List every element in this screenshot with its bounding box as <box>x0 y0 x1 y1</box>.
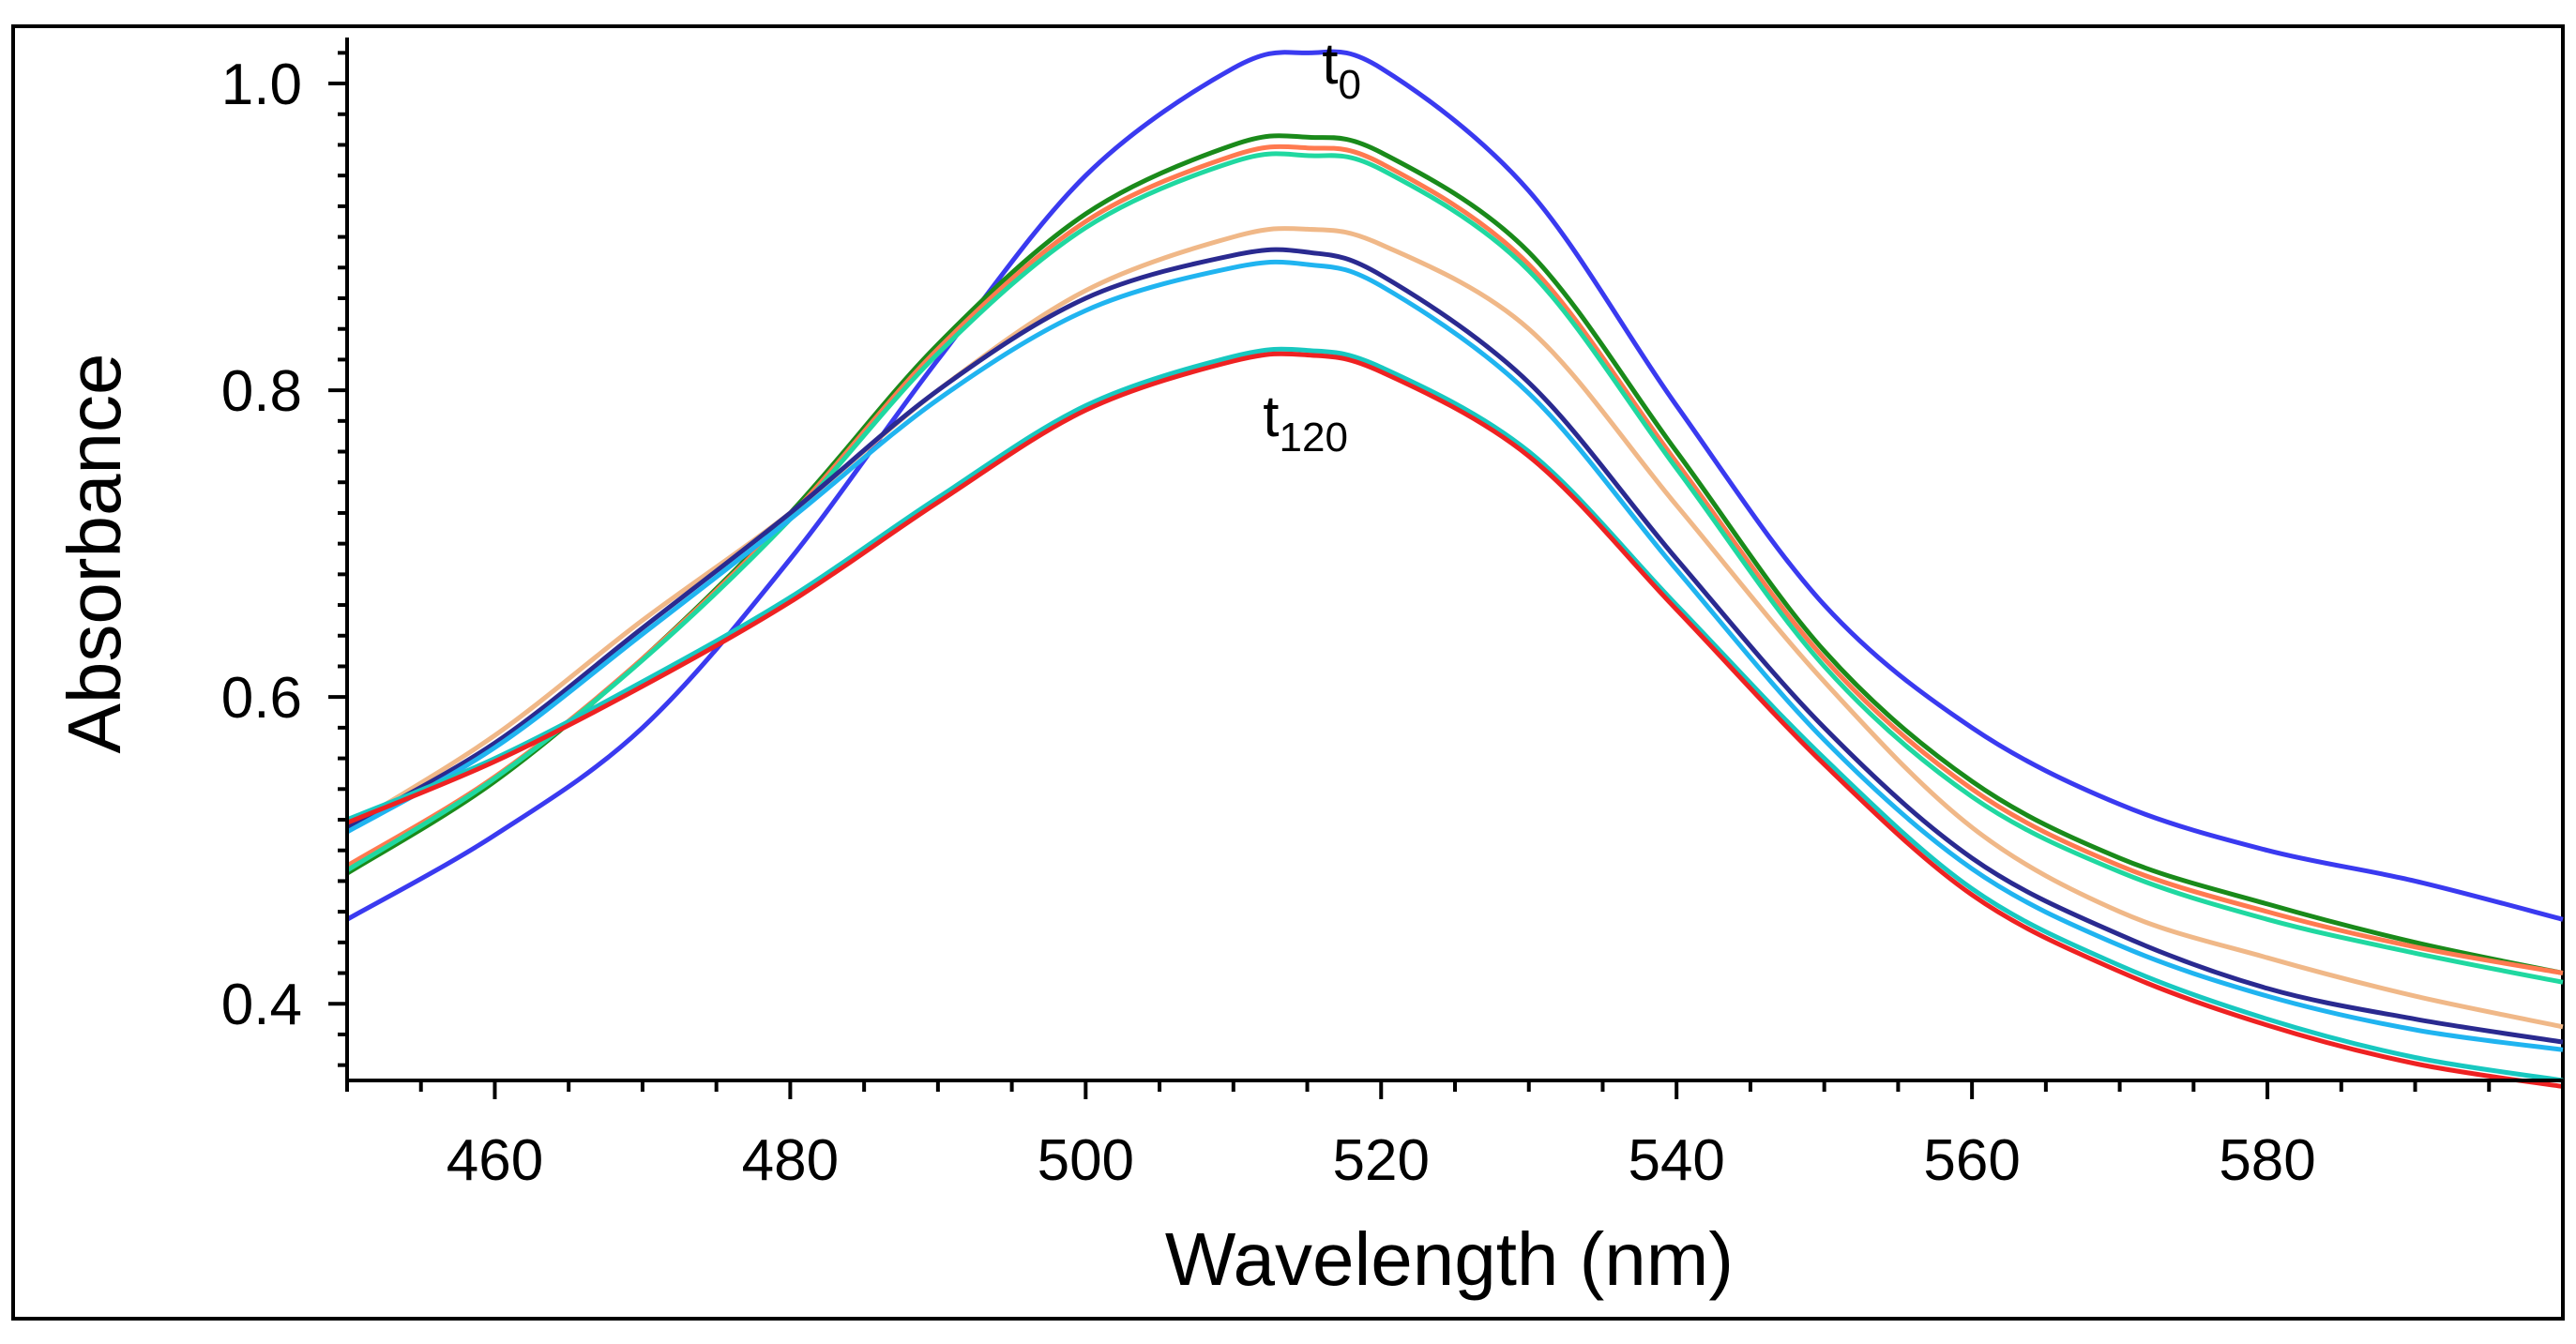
x-tick-label: 500 <box>1038 1128 1134 1193</box>
series-line-2 <box>345 133 2564 975</box>
series-line-6 <box>345 247 2564 1045</box>
x-tick-label: 560 <box>1923 1128 2020 1193</box>
x-tick-label: 540 <box>1628 1128 1724 1193</box>
series-line-4 <box>345 151 2564 985</box>
y-tick-label: 0.6 <box>221 666 302 731</box>
x-tick-label: 580 <box>2219 1128 2315 1193</box>
y-tick-label: 0.4 <box>221 973 302 1037</box>
series-line-9 <box>346 351 2564 1089</box>
series-line-3 <box>345 143 2564 975</box>
series-line-1 <box>345 49 2564 922</box>
y-tick-label: 1.0 <box>221 53 302 117</box>
x-tick-label: 520 <box>1333 1128 1430 1193</box>
x-tick-label: 460 <box>447 1128 543 1193</box>
series-layer <box>345 49 2564 1089</box>
series-line-7 <box>345 259 2564 1052</box>
annotation-label-1: t0 <box>1322 32 1361 108</box>
y-tick-label: 0.8 <box>221 359 302 424</box>
x-axis-title: Wavelength (nm) <box>1165 1217 1734 1301</box>
annotation-label-2: t120 <box>1263 385 1348 461</box>
ticks-layer: 460 480 500 520 540 560 580 0.4 0.6 0.8 1.0 <box>221 51 2565 1193</box>
annotation-layer: t0 t120 <box>1263 32 1361 461</box>
y-axis-title: Absorbance <box>53 354 136 754</box>
outer-frame <box>11 24 2565 1321</box>
series-line-8 <box>346 346 2564 1083</box>
x-tick-label: 480 <box>742 1128 839 1193</box>
series-line-5 <box>345 225 2564 1030</box>
